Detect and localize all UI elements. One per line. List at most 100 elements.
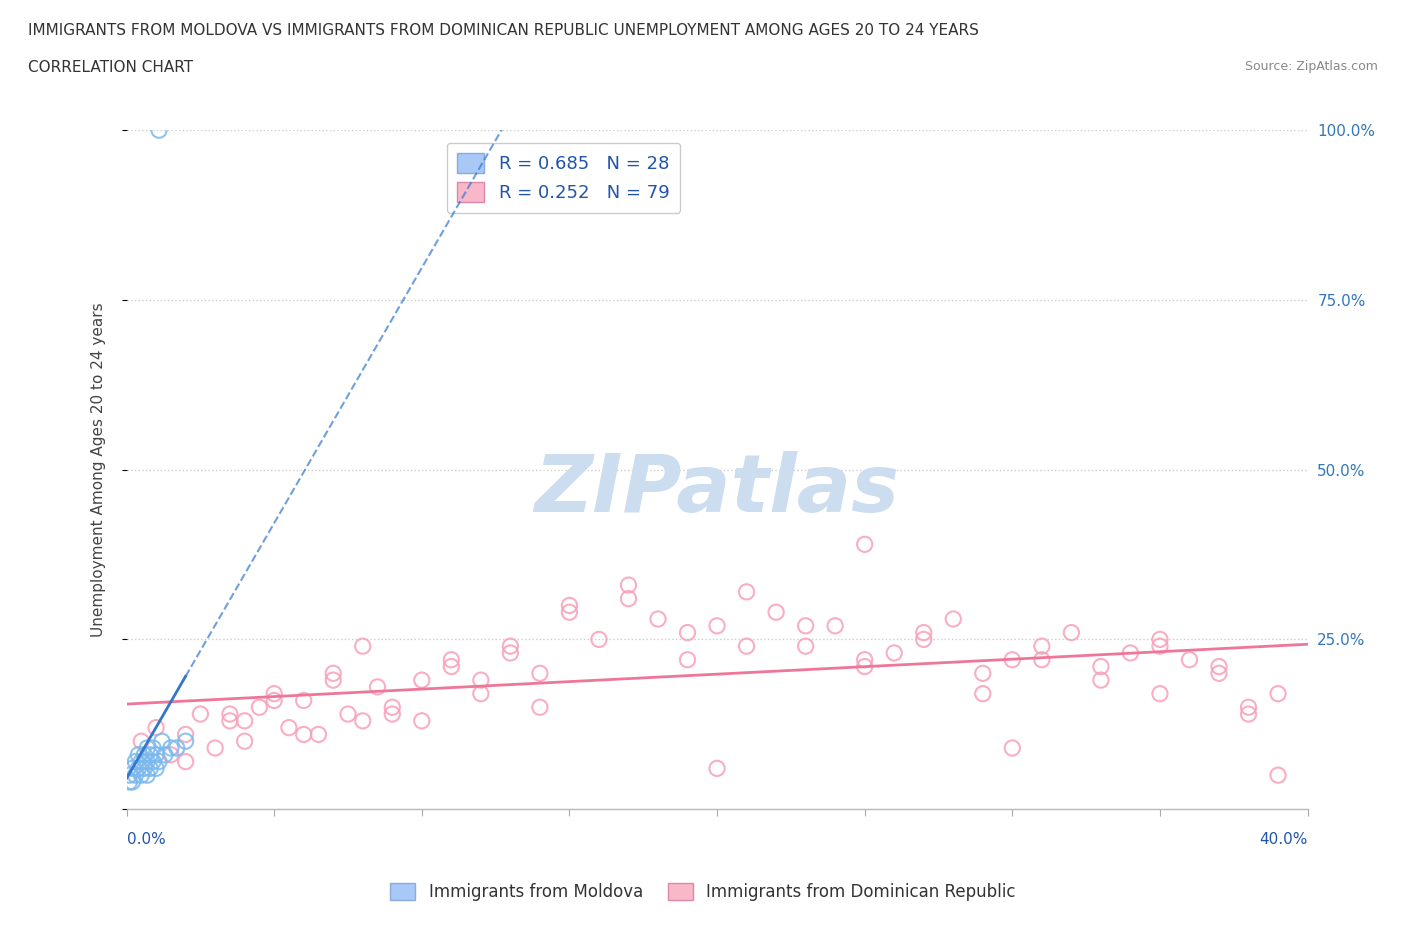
Point [145,720,167,735]
Point [127,761,149,776]
Point [124,768,146,783]
Point [794,639,817,654]
Point [1149,639,1171,654]
Point [1119,645,1142,660]
Point [136,768,159,783]
Point [1090,659,1112,674]
Point [148,754,170,769]
Point [499,639,522,654]
Point [411,672,433,687]
Point [124,754,146,769]
Point [853,537,876,551]
Point [263,693,285,708]
Point [174,754,197,769]
Point [1178,652,1201,667]
Y-axis label: Unemployment Among Ages 20 to 24 years: Unemployment Among Ages 20 to 24 years [91,302,105,637]
Point [381,707,404,722]
Point [278,720,301,735]
Point [853,659,876,674]
Point [1208,666,1230,681]
Point [1060,625,1083,640]
Point [129,734,153,749]
Point [499,645,522,660]
Point [263,686,285,701]
Point [706,618,728,633]
Text: CORRELATION CHART: CORRELATION CHART [28,60,193,75]
Point [411,713,433,728]
Point [292,693,315,708]
Point [529,666,551,681]
Point [1031,639,1053,654]
Point [322,666,344,681]
Point [134,761,156,776]
Point [159,748,183,763]
Point [676,652,699,667]
Text: 0.0%: 0.0% [127,832,166,847]
Point [912,625,935,640]
Point [1090,672,1112,687]
Text: 40.0%: 40.0% [1260,832,1308,847]
Point [470,686,492,701]
Point [1001,652,1024,667]
Point [558,604,581,619]
Point [127,748,149,763]
Point [233,713,256,728]
Point [219,713,242,728]
Point [440,652,463,667]
Point [129,768,153,783]
Point [470,672,492,687]
Point [1031,652,1053,667]
Point [366,680,388,695]
Point [440,659,463,674]
Point [233,734,256,749]
Point [129,754,153,769]
Point [145,761,167,776]
Point [1149,632,1171,647]
Point [529,700,551,715]
Point [972,686,994,701]
Point [824,618,846,633]
Point [148,123,170,138]
Point [676,625,699,640]
Point [337,707,360,722]
Point [588,632,610,647]
Point [174,734,197,749]
Point [292,727,315,742]
Legend: Immigrants from Moldova, Immigrants from Dominican Republic: Immigrants from Moldova, Immigrants from… [384,876,1022,908]
Text: ZIPatlas: ZIPatlas [534,451,900,529]
Point [139,748,162,763]
Point [247,700,270,715]
Text: IMMIGRANTS FROM MOLDOVA VS IMMIGRANTS FROM DOMINICAN REPUBLIC UNEMPLOYMENT AMONG: IMMIGRANTS FROM MOLDOVA VS IMMIGRANTS FR… [28,23,979,38]
Point [735,584,758,599]
Point [794,618,817,633]
Point [121,775,143,790]
Point [142,740,165,755]
Point [1267,686,1289,701]
Point [1001,740,1024,755]
Point [853,652,876,667]
Point [136,740,159,755]
Point [617,578,640,592]
Point [735,639,758,654]
Text: Source: ZipAtlas.com: Source: ZipAtlas.com [1244,60,1378,73]
Point [1237,707,1260,722]
Point [134,748,156,763]
Point [972,666,994,681]
Point [1267,768,1289,783]
Point [912,632,935,647]
Point [174,727,197,742]
Point [322,672,344,687]
Point [883,645,905,660]
Point [942,612,965,627]
Point [617,591,640,606]
Point [307,727,329,742]
Point [1237,700,1260,715]
Point [150,734,173,749]
Point [142,754,165,769]
Point [1208,659,1230,674]
Point [118,775,141,790]
Point [136,754,159,769]
Point [706,761,728,776]
Point [381,700,404,715]
Point [188,707,211,722]
